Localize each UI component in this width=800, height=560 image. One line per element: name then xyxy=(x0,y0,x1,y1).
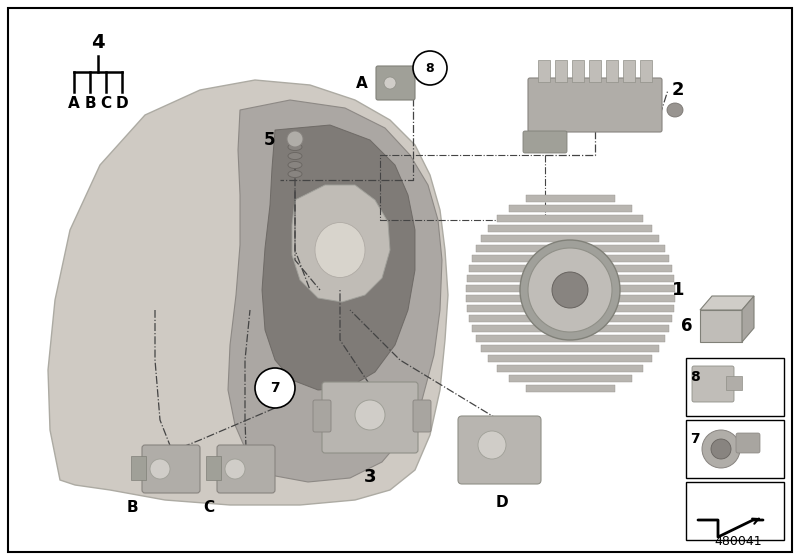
Text: C: C xyxy=(101,96,111,111)
FancyBboxPatch shape xyxy=(528,78,662,132)
FancyBboxPatch shape xyxy=(376,66,415,100)
Circle shape xyxy=(478,431,506,459)
Bar xyxy=(472,325,669,332)
Ellipse shape xyxy=(667,103,683,117)
Bar xyxy=(467,275,674,282)
Bar xyxy=(476,335,665,342)
Polygon shape xyxy=(228,100,442,482)
Circle shape xyxy=(255,368,295,408)
Bar xyxy=(469,265,672,272)
Ellipse shape xyxy=(288,143,302,151)
Circle shape xyxy=(702,430,740,468)
Polygon shape xyxy=(700,296,754,310)
Bar xyxy=(555,60,567,82)
Text: D: D xyxy=(116,96,128,111)
Bar xyxy=(538,60,550,82)
Bar xyxy=(606,60,618,82)
Polygon shape xyxy=(48,80,448,505)
Text: 1: 1 xyxy=(672,281,685,299)
Bar xyxy=(640,60,652,82)
Bar xyxy=(572,60,584,82)
Bar xyxy=(509,205,632,212)
Circle shape xyxy=(528,248,612,332)
Bar xyxy=(131,456,146,480)
Text: 7: 7 xyxy=(270,381,280,395)
Bar xyxy=(476,245,665,252)
Ellipse shape xyxy=(288,161,302,169)
Ellipse shape xyxy=(384,77,396,89)
Bar xyxy=(589,60,601,82)
Bar xyxy=(467,305,674,312)
Text: 5: 5 xyxy=(263,131,275,149)
Bar xyxy=(466,295,675,302)
Ellipse shape xyxy=(315,222,365,278)
Text: C: C xyxy=(203,500,214,515)
Text: D: D xyxy=(496,495,508,510)
Ellipse shape xyxy=(288,170,302,178)
Circle shape xyxy=(711,439,731,459)
FancyBboxPatch shape xyxy=(217,445,275,493)
FancyBboxPatch shape xyxy=(458,416,541,484)
Bar xyxy=(469,315,672,322)
Text: 7: 7 xyxy=(690,432,700,446)
Text: A: A xyxy=(68,96,80,111)
Text: 2: 2 xyxy=(672,81,685,99)
Text: 3: 3 xyxy=(364,468,376,486)
Bar xyxy=(700,310,742,342)
FancyBboxPatch shape xyxy=(313,400,331,432)
Bar xyxy=(497,365,643,372)
Text: B: B xyxy=(126,500,138,515)
FancyBboxPatch shape xyxy=(322,382,418,453)
Bar xyxy=(726,376,742,390)
Bar xyxy=(481,345,659,352)
Text: B: B xyxy=(84,96,96,111)
Bar xyxy=(509,375,632,382)
Circle shape xyxy=(552,272,588,308)
Text: 4: 4 xyxy=(91,32,105,52)
Circle shape xyxy=(355,400,385,430)
Bar xyxy=(466,285,675,292)
Bar xyxy=(488,355,652,362)
Circle shape xyxy=(225,459,245,479)
Text: 8: 8 xyxy=(426,62,434,74)
Text: 8: 8 xyxy=(690,370,700,384)
Bar xyxy=(472,255,669,262)
FancyBboxPatch shape xyxy=(692,366,734,402)
Bar xyxy=(686,358,784,416)
Circle shape xyxy=(520,240,620,340)
Circle shape xyxy=(413,51,447,85)
FancyBboxPatch shape xyxy=(736,433,760,453)
Bar xyxy=(526,195,615,202)
FancyBboxPatch shape xyxy=(413,400,431,432)
Bar xyxy=(526,385,615,392)
Bar xyxy=(497,215,643,222)
Polygon shape xyxy=(742,296,754,342)
Text: 6: 6 xyxy=(681,317,692,335)
FancyBboxPatch shape xyxy=(523,131,567,153)
Bar xyxy=(686,482,784,540)
Circle shape xyxy=(150,459,170,479)
Text: 480041: 480041 xyxy=(714,535,762,548)
Polygon shape xyxy=(262,125,415,390)
Polygon shape xyxy=(292,185,390,302)
Bar xyxy=(206,456,221,480)
Circle shape xyxy=(287,131,303,147)
Text: A: A xyxy=(356,76,368,91)
Ellipse shape xyxy=(288,152,302,160)
Bar xyxy=(686,420,784,478)
Bar xyxy=(481,235,659,242)
Bar xyxy=(623,60,635,82)
FancyBboxPatch shape xyxy=(142,445,200,493)
Bar xyxy=(488,225,652,232)
